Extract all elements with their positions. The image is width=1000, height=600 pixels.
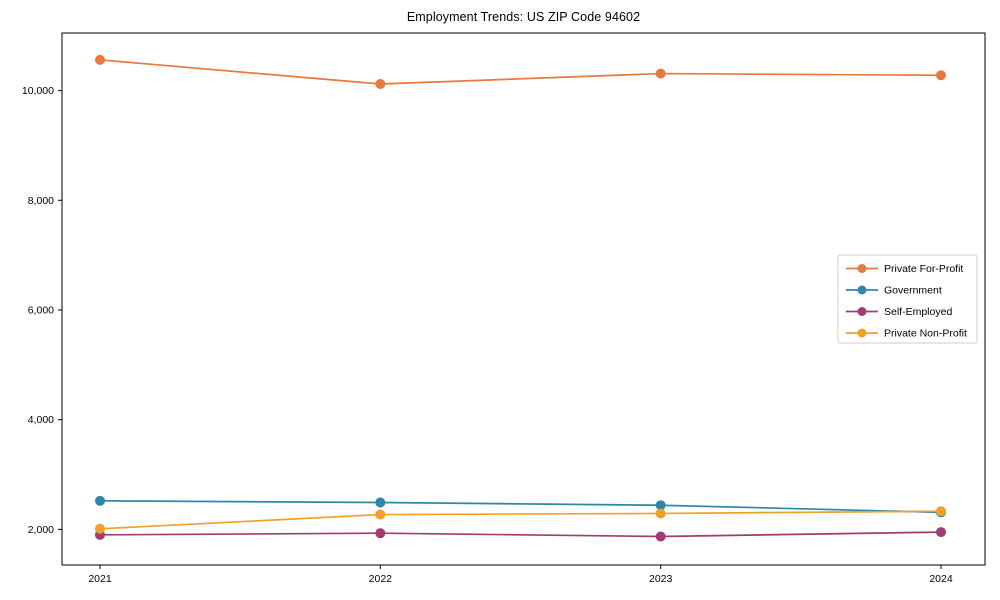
legend-marker [857, 285, 867, 295]
legend-label: Government [884, 285, 942, 297]
data-point-self-employed-2024 [936, 527, 946, 538]
data-point-self-employed-2023 [655, 531, 666, 542]
data-point-private-for-profit-2023 [655, 68, 666, 79]
data-point-private-non-profit-2023 [655, 508, 666, 519]
plot-frame [61, 32, 986, 566]
data-point-government-2021 [95, 495, 105, 506]
legend-marker [857, 328, 867, 338]
x-tick-label: 2021 [88, 573, 112, 585]
series-line-private-non-profit [99, 510, 942, 530]
legend-marker [857, 264, 867, 273]
data-point-private-non-profit-2024 [936, 506, 946, 517]
data-point-government-2023 [655, 500, 666, 511]
legend-label: Private Non-Profit [884, 328, 967, 340]
x-tick-label: 2023 [649, 573, 673, 585]
x-tick-label: 2024 [929, 573, 953, 585]
data-point-private-for-profit-2021 [95, 54, 105, 65]
data-point-private-for-profit-2024 [936, 70, 946, 81]
y-tick-label: 8,000 [28, 195, 54, 207]
data-point-private-non-profit-2022 [375, 509, 386, 520]
y-tick-label: 6,000 [28, 304, 54, 316]
legend-label: Private For-Profit [884, 263, 963, 275]
data-point-private-non-profit-2021 [95, 523, 105, 534]
chart-title: Employment Trends: US ZIP Code 94602 [406, 10, 641, 24]
legend-marker [857, 307, 867, 316]
legend-label: Self-Employed [884, 306, 952, 318]
data-point-government-2022 [375, 497, 386, 508]
series-line-self-employed [99, 531, 942, 538]
series-line-government [99, 499, 942, 514]
legend-box [837, 254, 978, 344]
y-tick-label: 10,000 [22, 85, 54, 97]
x-tick-label: 2022 [369, 573, 393, 585]
series-line-private-for-profit [99, 59, 942, 85]
data-point-private-for-profit-2022 [375, 79, 386, 90]
y-tick-label: 4,000 [28, 414, 54, 426]
data-point-self-employed-2022 [375, 528, 386, 539]
y-tick-label: 2,000 [28, 524, 54, 536]
